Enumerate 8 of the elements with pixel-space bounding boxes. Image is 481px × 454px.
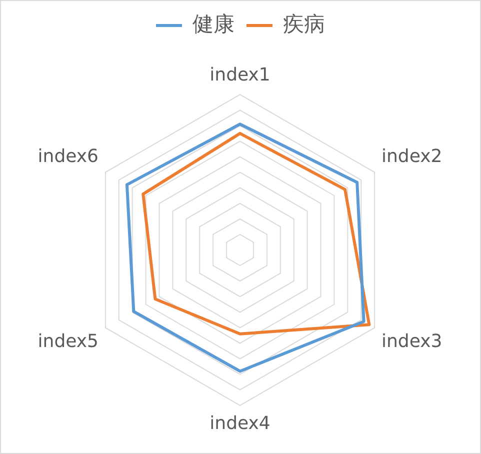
spoke-label: index3 bbox=[382, 331, 442, 352]
spoke-label: index4 bbox=[210, 412, 270, 434]
legend-label: 疾病 bbox=[283, 12, 325, 36]
spoke-label: index6 bbox=[38, 146, 98, 168]
spoke-label: index1 bbox=[210, 64, 270, 86]
spoke-label: index2 bbox=[382, 146, 442, 168]
spoke-label: index5 bbox=[38, 331, 98, 352]
legend-label: 健康 bbox=[192, 12, 234, 36]
